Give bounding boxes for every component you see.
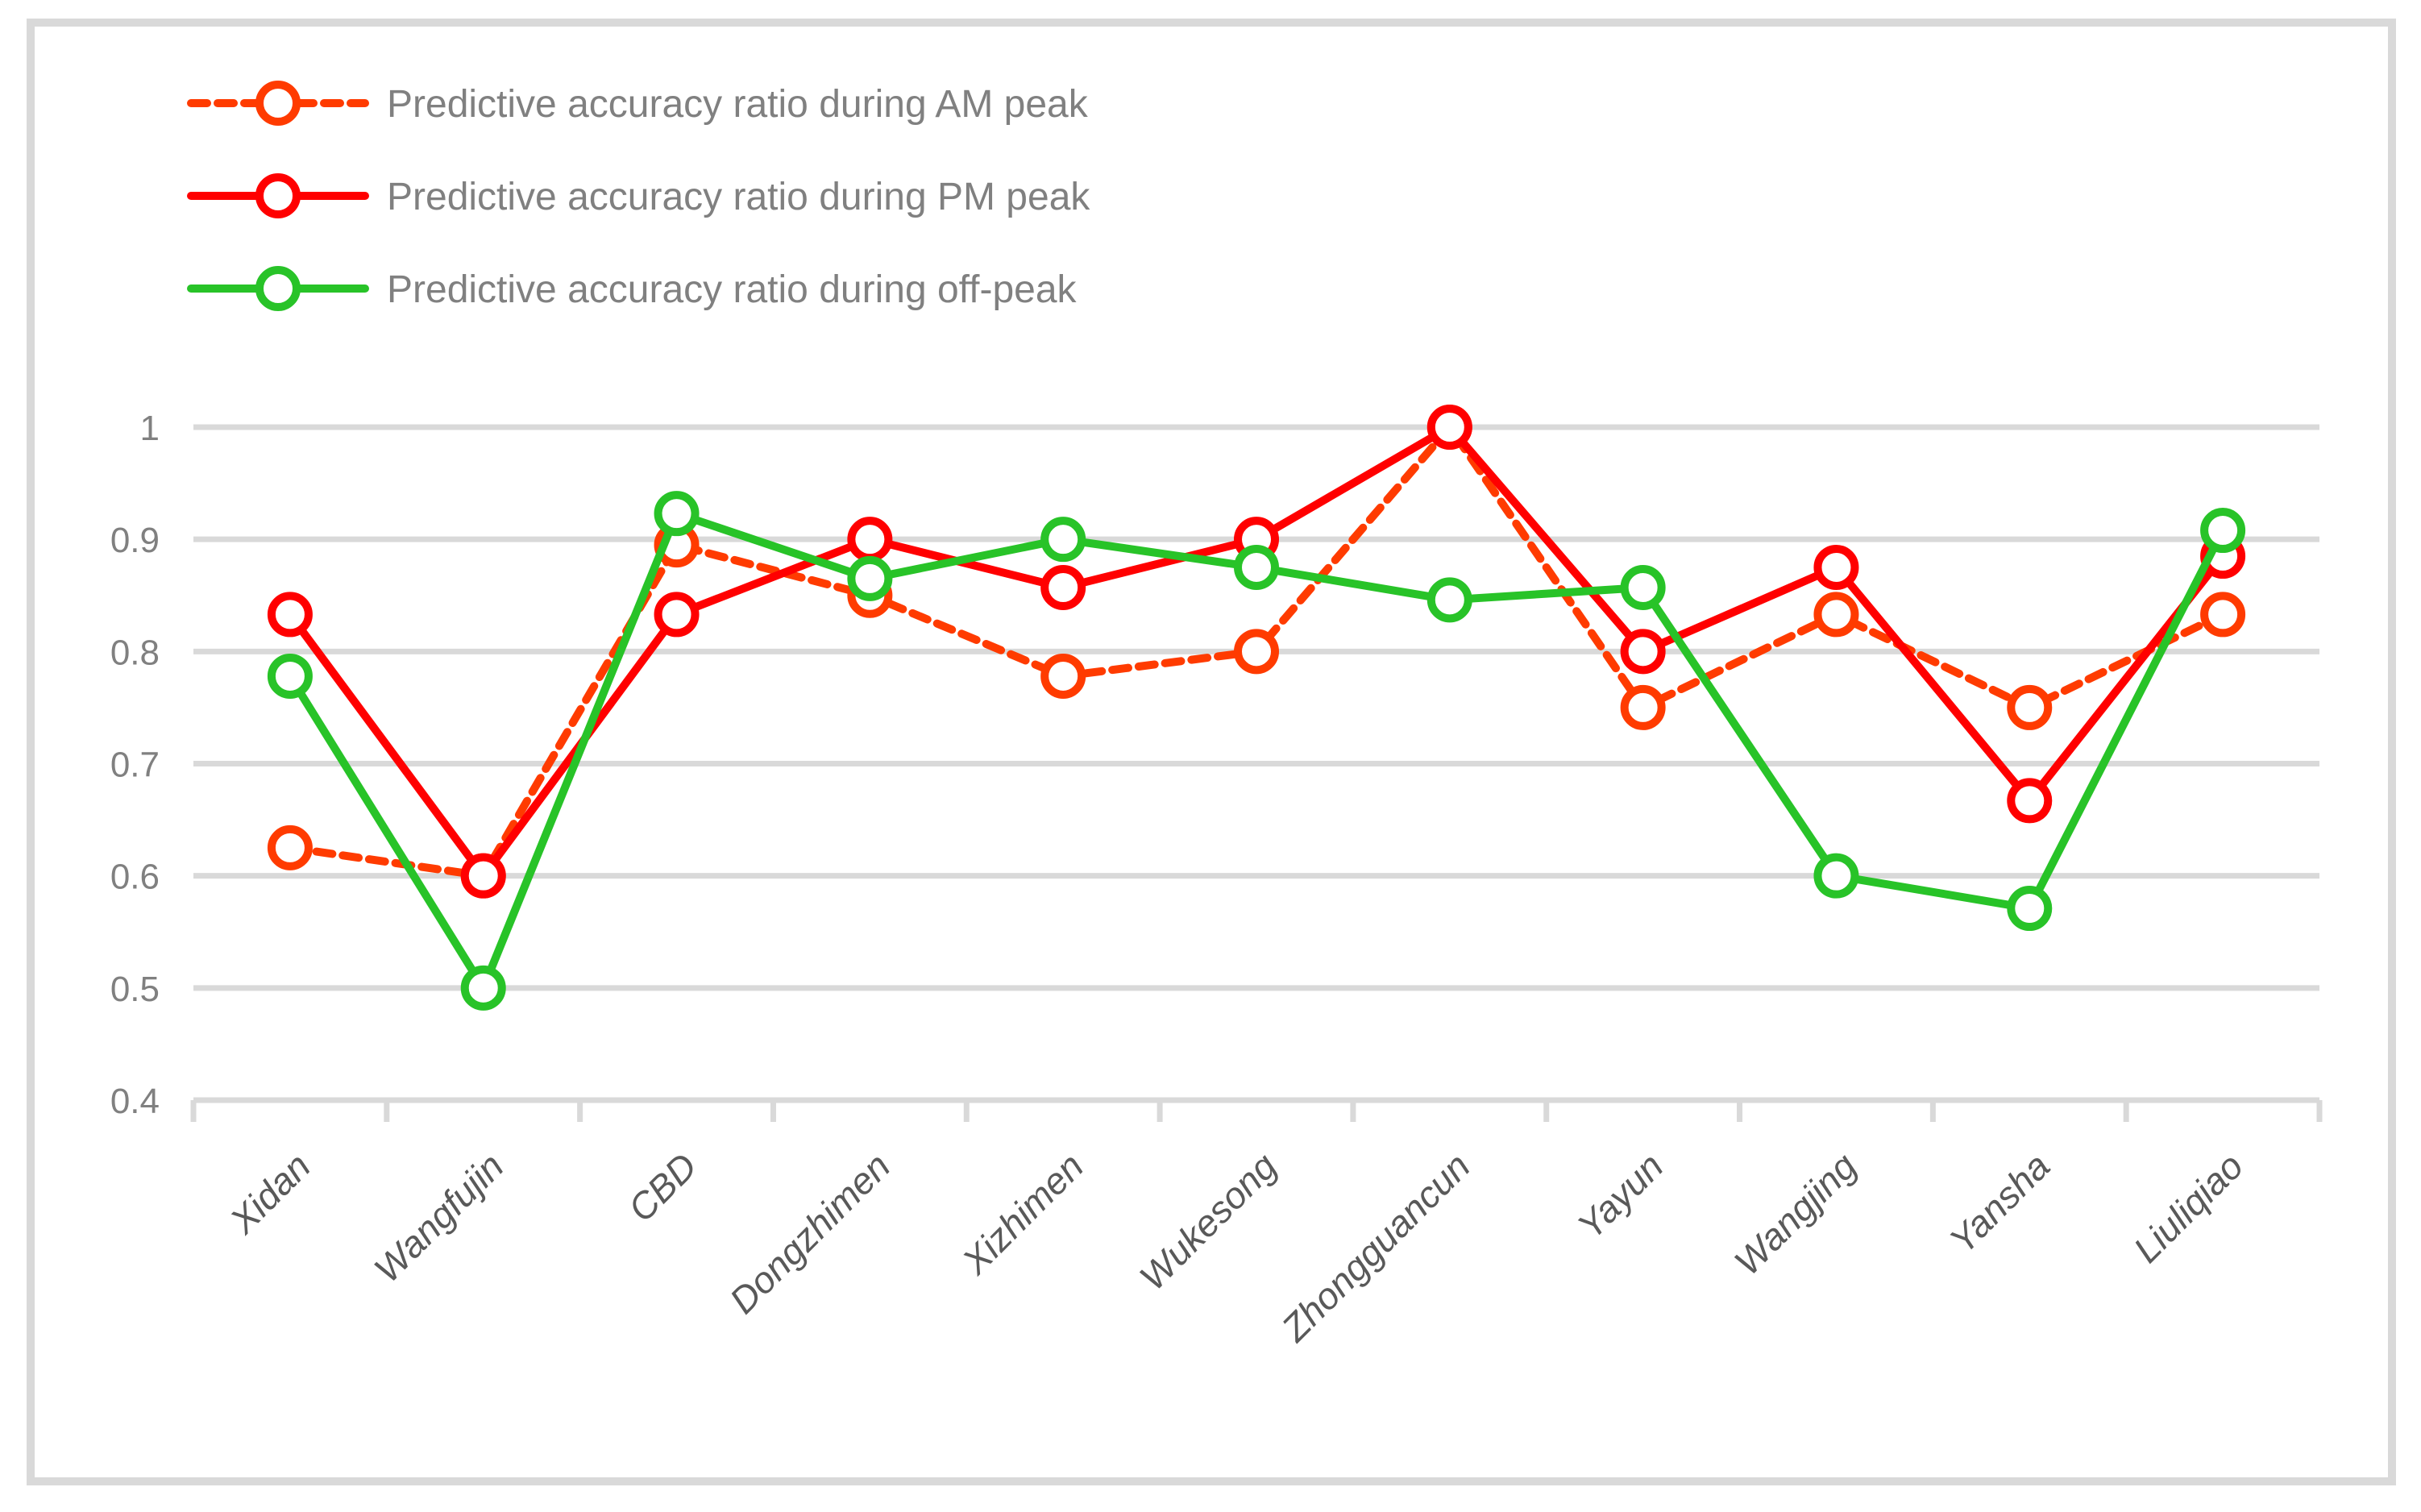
y-axis-label: 0.6 [110, 858, 160, 897]
series-marker-2 [2007, 886, 2053, 932]
series-marker-1 [1620, 629, 1666, 675]
series-marker-0 [1234, 629, 1279, 675]
series-marker-2 [1040, 517, 1086, 563]
series-marker-1 [847, 517, 893, 563]
figure-border [27, 19, 2396, 1485]
series-marker-2 [460, 965, 506, 1011]
series-marker-2 [2200, 508, 2246, 554]
legend-label-2: Predictive accuracy ratio during off-pea… [387, 268, 1078, 311]
y-axis-label: 0.7 [110, 746, 160, 785]
legend-label-0: Predictive accuracy ratio during AM peak [387, 83, 1089, 126]
y-axis-label: 0.5 [110, 970, 160, 1009]
series-marker-0 [267, 825, 313, 870]
series-marker-0 [2007, 684, 2053, 730]
series-marker-2 [654, 491, 700, 537]
series-marker-1 [1040, 565, 1086, 611]
legend-marker-0 [255, 81, 301, 126]
series-marker-1 [654, 592, 700, 638]
series-marker-0 [1620, 684, 1666, 730]
series-marker-2 [1426, 577, 1472, 623]
y-axis-label: 0.9 [110, 521, 160, 560]
legend-marker-1 [255, 173, 301, 218]
legend-label-1: Predictive accuracy ratio during PM peak [387, 176, 1090, 218]
series-marker-2 [1813, 853, 1859, 899]
series-marker-2 [1234, 544, 1279, 590]
series-marker-0 [2200, 592, 2246, 638]
series-marker-1 [2007, 778, 2053, 824]
series-marker-1 [1813, 544, 1859, 590]
series-marker-1 [1426, 405, 1472, 450]
y-axis-label: 1 [140, 409, 160, 448]
y-axis-label: 0.4 [110, 1082, 160, 1121]
series-marker-2 [267, 653, 313, 699]
y-axis-label: 0.8 [110, 633, 160, 672]
legend-marker-2 [255, 266, 301, 311]
series-marker-0 [1040, 653, 1086, 699]
series-marker-2 [1620, 565, 1666, 611]
series-marker-1 [267, 592, 313, 638]
series-marker-0 [1813, 592, 1859, 638]
series-marker-1 [460, 853, 506, 899]
series-marker-2 [847, 555, 893, 601]
